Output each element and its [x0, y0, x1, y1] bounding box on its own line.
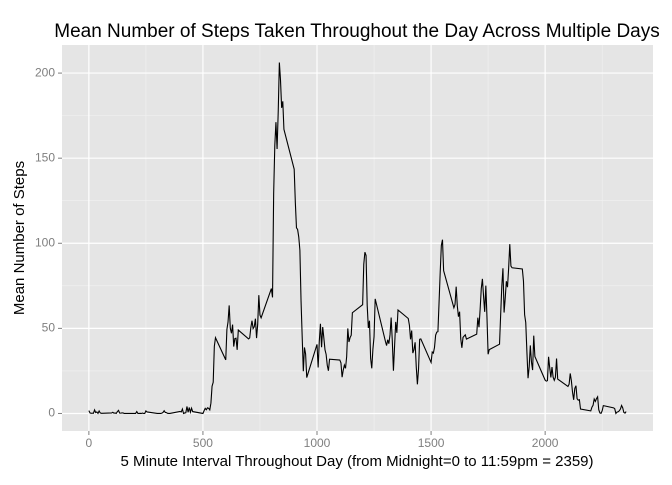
- x-tick-label: 0: [86, 436, 93, 450]
- line: [88, 62, 627, 415]
- x-tick-label: 2000: [532, 436, 559, 450]
- y-axis-label: Mean Number of Steps: [11, 161, 28, 315]
- y-tick-label: 0: [48, 406, 55, 420]
- chart-title: Mean Number of Steps Taken Throughout th…: [54, 21, 660, 42]
- panel: [62, 45, 653, 431]
- x-tick-label: 1500: [418, 436, 445, 450]
- y-tick-label: 50: [42, 321, 56, 335]
- x-tick-label: 500: [193, 436, 213, 450]
- y-tick-label: 150: [35, 150, 55, 164]
- y-tick-label: 100: [35, 235, 55, 249]
- x-axis-label: 5 Minute Interval Throughout Day (from M…: [120, 453, 593, 470]
- y-tick-label: 200: [35, 65, 55, 79]
- x-tick-label: 1000: [304, 436, 331, 450]
